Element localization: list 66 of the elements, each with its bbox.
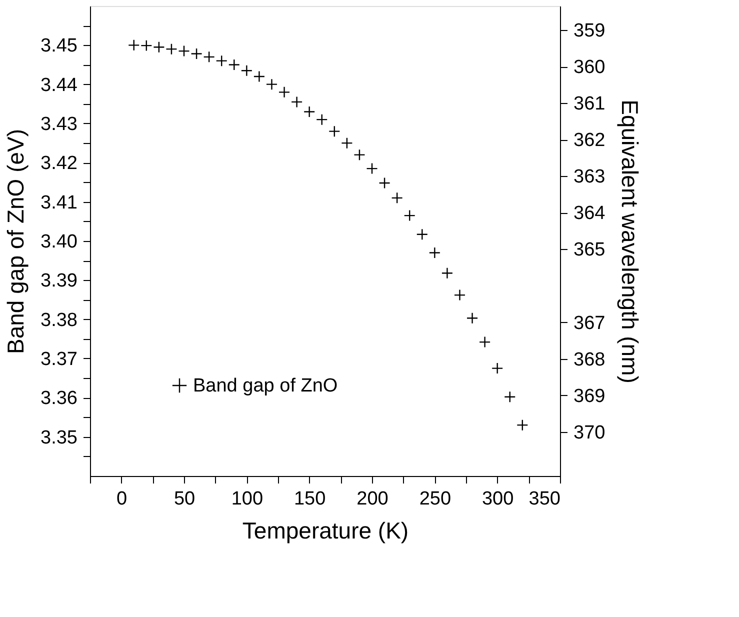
- y-tick-label: 3.39: [40, 270, 78, 292]
- y-tick-label: 3.41: [40, 192, 78, 214]
- x-tick-label: 0: [116, 488, 128, 510]
- point: [404, 210, 416, 222]
- point: [278, 86, 290, 98]
- y2-tick-label: 364: [574, 203, 606, 224]
- point: [328, 125, 340, 138]
- point: [454, 289, 466, 301]
- point: [290, 96, 303, 108]
- y2-tick-label: 359: [574, 20, 606, 42]
- point: [166, 43, 178, 55]
- point: [303, 106, 316, 118]
- y-tick-label: 3.35: [40, 427, 78, 448]
- y-tick-label: 3.40: [40, 232, 78, 252]
- point: [140, 40, 152, 52]
- y-tick-label: 3.38: [40, 310, 78, 331]
- y2-tick-label: 365: [574, 240, 606, 261]
- point: [190, 48, 202, 60]
- y2-axis-title: Equivalent wavelength (nm): [617, 100, 644, 384]
- point: [516, 419, 528, 431]
- y-tick-label: 3.43: [40, 114, 78, 135]
- point: [266, 78, 278, 90]
- y-tick-label: 3.36: [40, 388, 78, 410]
- point: [428, 246, 441, 259]
- x-tick-label: 200: [356, 488, 388, 510]
- x-tick-label: 150: [294, 488, 326, 510]
- y2-tick-label: 369: [574, 386, 606, 407]
- point: [240, 64, 253, 76]
- y-tick-label: 3.42: [40, 153, 78, 174]
- x-tick-label: 100: [231, 488, 264, 510]
- y2-tick-label: 363: [574, 166, 606, 188]
- x-tick-label: 50: [174, 488, 196, 510]
- point: [316, 114, 328, 126]
- point: [416, 228, 428, 240]
- point: [216, 54, 228, 67]
- point: [354, 148, 366, 161]
- y2-tick-label: 360: [574, 57, 606, 78]
- x-axis-title: Temperature (K): [242, 518, 409, 544]
- point: [391, 192, 403, 204]
- point: [228, 58, 240, 71]
- point: [153, 41, 165, 53]
- point: [504, 391, 516, 403]
- y2-tick-label: 370: [574, 422, 606, 444]
- point: [341, 137, 353, 149]
- x-tick-label: 350: [528, 488, 560, 510]
- y2-tick-label: 362: [574, 130, 606, 152]
- point: [466, 312, 478, 324]
- point: [366, 162, 378, 174]
- y2-tick-label: 361: [574, 94, 606, 115]
- point: [128, 39, 140, 52]
- y-tick-label: 3.45: [40, 36, 78, 57]
- y-tick-label: 3.44: [40, 74, 78, 96]
- y2-tick-label: 367: [574, 312, 606, 334]
- y-axis-title: Band gap of ZnO (eV): [2, 128, 29, 354]
- point: [253, 70, 266, 82]
- y2-tick-label: 368: [574, 349, 606, 370]
- legend-label: Band gap of ZnO: [193, 376, 338, 396]
- point: [491, 362, 504, 374]
- x-tick-label: 250: [419, 488, 452, 510]
- y-tick-label: 3.37: [40, 349, 78, 370]
- point: [378, 177, 390, 189]
- point: [178, 45, 190, 57]
- x-tick-label: 300: [482, 488, 514, 510]
- point: [441, 267, 454, 279]
- point: [203, 51, 215, 63]
- point: [478, 336, 491, 348]
